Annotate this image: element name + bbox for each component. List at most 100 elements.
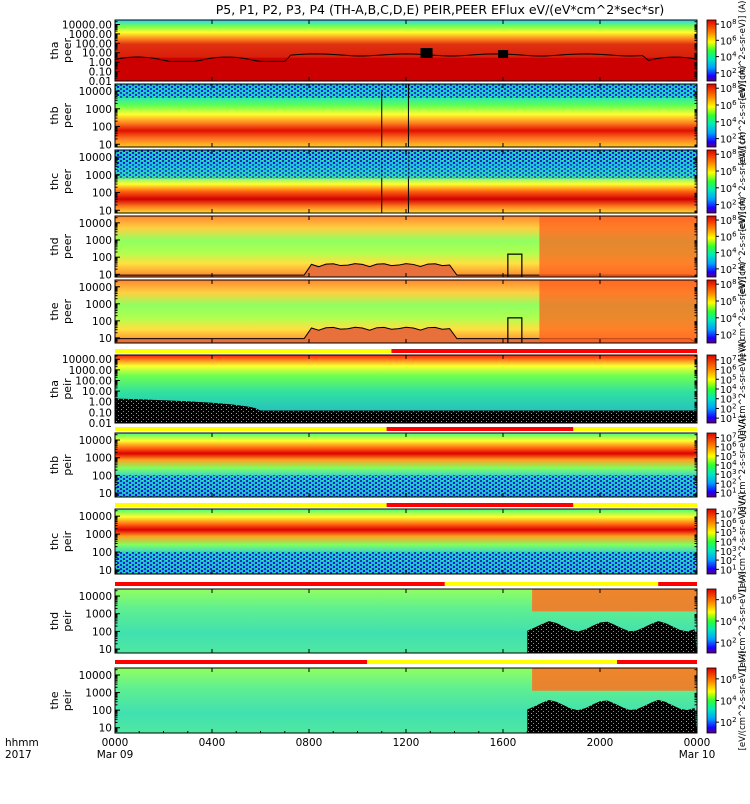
mode-bar-segment — [391, 349, 697, 353]
y-tick-label: 1.00 — [89, 397, 112, 409]
y-tick-label: 10.00 — [82, 48, 112, 60]
colorbar-tick-label: 106 — [720, 594, 737, 607]
y-tick-label: 100.00 — [75, 375, 112, 387]
colorbar-unit-label: [eV/(cm^2-s-sr-eV)] (A) — [738, 415, 748, 515]
colorbar-tick-label: 106 — [720, 34, 737, 47]
colorbar-tick-label: 102 — [720, 402, 737, 415]
spacecraft-potential-line — [115, 53, 697, 62]
y-tick-label: 10 — [99, 269, 112, 281]
panel-thc-peer: 10000 1000 100 10 thc peer 108 106 104 102 [eV/(cm… — [48, 132, 748, 232]
colorbar-tick-label: 101 — [720, 412, 737, 425]
mode-bar-segment — [115, 582, 445, 586]
y-tick-label: 100 — [92, 252, 112, 264]
y-tick-label: 100 — [92, 705, 112, 717]
colorbar — [706, 354, 717, 424]
mode-bar-segment — [367, 660, 617, 664]
y-tick-label: 1000 — [85, 529, 112, 541]
colorbar-tick-label: 104 — [720, 383, 737, 396]
y-tick-label: 100 — [92, 122, 112, 134]
colorbar-unit-label: [eV/(cm^2-s-sr-eV)] (A) — [738, 66, 748, 166]
panel-spectrogram — [115, 433, 697, 497]
mode-bar-segment — [658, 582, 697, 586]
mode-bar-after-panel-8 — [115, 660, 697, 664]
colorbar-unit-label: [eV/(cm^2-s-sr-eV)] (A) — [738, 262, 748, 362]
colorbar-tick-label: 102 — [720, 329, 737, 342]
colorbar-tick-label: 104 — [720, 182, 737, 195]
panel-the-peir: 10000 1000 100 10 the peir 106 104 102 [eV/(cm^2-… — [48, 651, 748, 751]
colorbar-tick-label: 103 — [720, 545, 737, 558]
colorbar-tick-label: 102 — [720, 477, 737, 490]
colorbar-tick-label: 106 — [720, 230, 737, 243]
mode-bar-after-panel-7 — [115, 582, 697, 586]
panel-thd-peir: 10000 1000 100 10 thd peir 106 104 102 [eV/(cm^2-… — [48, 571, 748, 671]
x-tick-label: 0800 — [296, 737, 323, 749]
colorbar-tick-label: 108 — [720, 148, 737, 161]
species-label: peir — [61, 610, 74, 632]
colorbar-unit-label: [eV/(cm^2-s-sr-eV)] (A) — [738, 571, 748, 671]
colorbar-tick-label: 103 — [720, 393, 737, 406]
panel-spectrogram — [115, 668, 697, 733]
colorbar-unit-label: [eV/(cm^2-s-sr-eV)] (A) — [738, 492, 748, 592]
y-tick-label: 0.01 — [89, 418, 112, 430]
y-tick-label: 10000 — [79, 218, 112, 230]
hot-plasma-region — [539, 280, 697, 343]
x-tick-label: 1600 — [490, 737, 517, 749]
y-tick-label: 0.10 — [89, 67, 112, 79]
y-tick-label: 10000 — [79, 511, 112, 523]
colorbar-unit-label: [eV/(cm^2-s-sr-eV)] (A) — [738, 132, 748, 232]
y-tick-label: 1000.00 — [69, 29, 112, 41]
colorbar-tick-label: 103 — [720, 468, 737, 481]
species-label: peer — [61, 234, 74, 260]
colorbar-tick-label: 104 — [720, 459, 737, 472]
colorbar-tick-label: 102 — [720, 67, 737, 80]
y-tick-label: 10.00 — [82, 386, 112, 398]
probe-label: thd — [48, 237, 61, 255]
y-tick-label: 10 — [99, 565, 112, 577]
mode-bar-segment — [616, 660, 697, 664]
y-tick-label: 1000.00 — [69, 365, 112, 377]
colorbar — [706, 19, 717, 82]
low-count-region — [527, 621, 697, 653]
mode-bar-segment — [115, 349, 392, 353]
colorbar-tick-label: 105 — [720, 526, 737, 539]
colorbar-tick-label: 104 — [720, 312, 737, 325]
x-axis-year-label: 2017 — [5, 749, 32, 761]
figure-title: P5, P1, P2, P3, P4 (TH-A,B,C,D,E) PEIR,P… — [216, 2, 665, 17]
mode-bar-after-panel-4 — [115, 349, 697, 353]
colorbar-tick-label: 106 — [720, 364, 737, 377]
species-label: peir — [61, 689, 74, 711]
probe-label: tha — [48, 380, 61, 398]
y-tick-label: 10 — [99, 333, 112, 345]
colorbar-tick-label: 102 — [720, 199, 737, 212]
colorbar — [706, 149, 717, 214]
low-energy-fill — [115, 57, 697, 81]
colorbar-tick-label: 104 — [720, 695, 737, 708]
x-tick-label: 0000 — [102, 737, 129, 749]
colorbar-tick-label: 107 — [720, 354, 737, 367]
colorbar-unit-label: [eV/(cm^2-s-sr-eV)] (A) — [738, 339, 748, 439]
noise-band — [115, 551, 697, 574]
panel-the-peer: 10000 1000 100 10 the peer 108 106 104 102 [eV/(cm… — [48, 262, 748, 362]
y-tick-label: 1000 — [85, 609, 112, 621]
probe-label: thc — [48, 533, 61, 550]
y-tick-label: 10000.00 — [62, 354, 112, 366]
species-label: peer — [61, 38, 74, 64]
colorbar-unit-label: [eV/(cm^2-s-sr-eV)] (A) — [738, 197, 748, 297]
y-tick-label: 1000 — [85, 104, 112, 116]
x-tick-label: 0000 — [684, 737, 711, 749]
colorbar-tick-label: 101 — [720, 563, 737, 576]
colorbar-tick-label: 106 — [720, 673, 737, 686]
y-tick-label: 10 — [99, 644, 112, 656]
y-tick-label: 1000 — [85, 299, 112, 311]
y-tick-label: 100.00 — [75, 38, 112, 50]
y-tick-label: 10 — [99, 488, 112, 500]
y-tick-label: 10000 — [79, 86, 112, 98]
species-label: peer — [61, 169, 74, 195]
data-gap-block — [420, 48, 433, 58]
y-tick-label: 0.01 — [89, 76, 112, 88]
noise-band — [115, 475, 697, 497]
y-tick-label: 10 — [99, 205, 112, 217]
panel-spectrogram — [115, 216, 697, 277]
